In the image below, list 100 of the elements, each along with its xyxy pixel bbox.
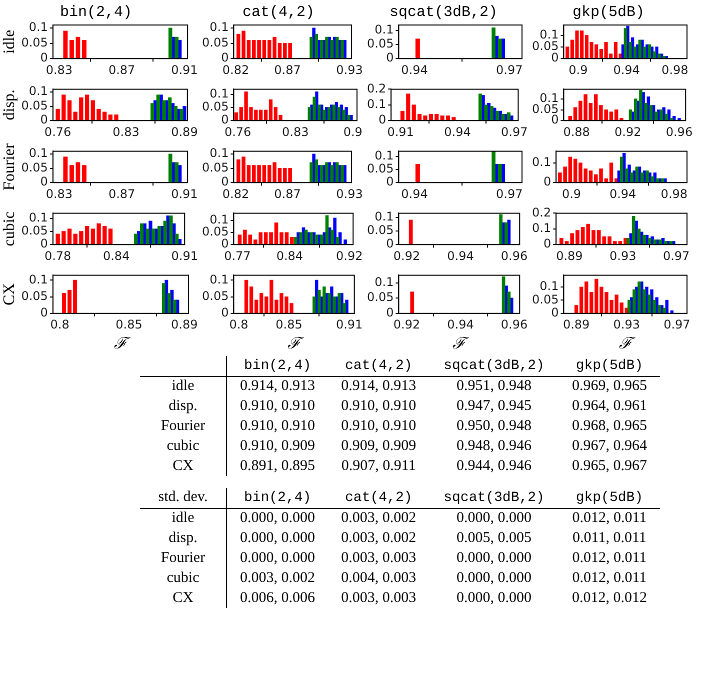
x-axis-title: ℱ xyxy=(452,336,470,353)
x-tick-label: 0.87 xyxy=(274,62,301,77)
y-tick-label: 0.1 xyxy=(210,146,229,160)
category-label: disp. xyxy=(168,530,198,546)
y-tick-label: 0.05 xyxy=(367,290,394,304)
y-tick-label: 0 xyxy=(378,112,386,127)
y-tick-label: 0.1 xyxy=(28,272,48,286)
x-tick-label: 0.82 xyxy=(222,186,250,201)
y-tick-label: 0 xyxy=(551,50,559,65)
text: 0.967, 0.964 xyxy=(572,438,647,454)
text: 0.003, 0.002 xyxy=(240,570,316,586)
text: 0.005, 0.005 xyxy=(456,530,532,546)
x-tick-label: 0.97 xyxy=(664,318,690,332)
text: 0.012, 0.012 xyxy=(572,590,647,606)
text: 0.907, 0.911 xyxy=(341,458,416,474)
x-axis-title: ℱ xyxy=(618,336,636,353)
y-tick-label: 0.05 xyxy=(202,35,229,50)
x-tick-label: 0.89 xyxy=(171,124,198,139)
x-tick-label: 0.87 xyxy=(108,62,136,77)
x-tick-label: 0.98 xyxy=(662,62,688,77)
y-tick-label: 0 xyxy=(221,306,229,320)
y-tick-label: 0 xyxy=(543,236,552,251)
x-tick-label: 0.84 xyxy=(102,248,130,263)
text: 0.969, 0.965 xyxy=(572,378,647,394)
text: 0.003, 0.003 xyxy=(341,590,416,606)
chart-title: cat(4,2) xyxy=(242,4,315,21)
x-tick-label: 0.88 xyxy=(563,124,590,139)
text: 0.910, 0.910 xyxy=(240,418,316,434)
x-tick-label: 0.82 xyxy=(222,62,250,77)
text: 0.003, 0.003 xyxy=(341,550,416,566)
x-tick-label: 0.97 xyxy=(496,186,523,201)
text: 0.012, 0.011 xyxy=(572,550,647,566)
category-label: gkp(5dB) xyxy=(558,488,660,508)
x-tick-label: 0.96 xyxy=(666,124,693,139)
text: 0.891, 0.895 xyxy=(240,458,316,474)
y-tick-label: 0.05 xyxy=(21,98,48,112)
y-tick-label: 0.05 xyxy=(21,224,48,238)
chart-title: sqcat(3dB,2) xyxy=(389,4,498,21)
text: 0.948, 0.946 xyxy=(456,438,532,454)
category-label: gkp(5dB) xyxy=(558,356,660,376)
text: 0.003, 0.002 xyxy=(341,530,416,546)
text: std. dev. xyxy=(140,488,226,508)
text: 0.914, 0.913 xyxy=(341,378,416,394)
x-tick-label: 0.97 xyxy=(496,62,523,77)
x-tick-label: 0.77 xyxy=(224,248,251,263)
category-label: bin(2,4) xyxy=(226,356,328,376)
x-tick-label: 0.98 xyxy=(660,186,688,201)
y-tick-label: 0 xyxy=(221,236,229,251)
y-axis-title: idle xyxy=(0,30,18,54)
y-tick-label: 0.1 xyxy=(210,86,229,101)
text: 0.000, 0.000 xyxy=(240,550,316,566)
y-tick-label: 0.1 xyxy=(540,279,559,294)
category-label: idle xyxy=(172,378,194,394)
category-label: CX xyxy=(172,590,194,606)
y-tick-label: 0.1 xyxy=(374,209,394,224)
y-tick-label: 0.05 xyxy=(202,224,229,239)
y-axis-title: Fourier xyxy=(0,142,18,190)
x-axis-title: ℱ xyxy=(114,336,132,353)
category-label: cubic xyxy=(166,570,200,586)
x-tick-label: 0.97 xyxy=(501,124,528,139)
y-tick-label: 0.2 xyxy=(366,81,386,96)
x-tick-label: 0.93 xyxy=(613,318,640,332)
x-tick-label: 0.85 xyxy=(276,318,302,332)
x-tick-label: 0.92 xyxy=(614,124,642,139)
x-tick-label: 0.94 xyxy=(447,248,474,263)
y-tick-label: 0.05 xyxy=(21,35,48,50)
text: 0.910, 0.910 xyxy=(341,418,416,434)
category-label: Fourier xyxy=(160,418,206,434)
y-tick-label: 0.05 xyxy=(532,39,559,54)
y-tick-label: 0.05 xyxy=(202,160,229,174)
text: 0.000, 0.000 xyxy=(456,550,532,566)
text: 0.000, 0.000 xyxy=(456,590,532,606)
y-tick-label: 0 xyxy=(221,174,229,189)
category-label: bin(2,4) xyxy=(226,488,328,508)
category-label: Fourier xyxy=(160,550,206,566)
text: 0.003, 0.002 xyxy=(341,510,416,526)
y-tick-label: 0.05 xyxy=(367,36,394,51)
x-tick-label: 0.91 xyxy=(171,186,198,201)
text: 0.004, 0.003 xyxy=(341,570,416,586)
x-tick-label: 0.9 xyxy=(568,62,588,77)
y-tick-label: 0.05 xyxy=(367,223,394,238)
text: 0.968, 0.965 xyxy=(572,418,647,434)
x-tick-label: 0.94 xyxy=(401,186,428,201)
x-tick-label: 0.91 xyxy=(171,248,198,263)
x-tick-label: 0.9 xyxy=(343,124,362,139)
x-tick-label: 0.84 xyxy=(276,248,304,263)
x-tick-label: 0.89 xyxy=(556,248,583,263)
text: 0.000, 0.000 xyxy=(240,510,316,526)
text: 0.006, 0.006 xyxy=(240,590,316,606)
x-tick-label: 0.94 xyxy=(447,318,474,332)
text: 0.965, 0.967 xyxy=(572,458,647,474)
y-tick-label: 0 xyxy=(40,50,48,65)
x-tick-label: 0.92 xyxy=(393,318,420,332)
y-tick-label: 0 xyxy=(543,174,552,189)
text: 0.909, 0.909 xyxy=(341,438,416,454)
y-tick-label: 0 xyxy=(386,174,394,189)
x-axis-title: ℱ xyxy=(288,336,305,353)
x-tick-label: 0.83 xyxy=(46,62,73,77)
x-tick-label: 0.89 xyxy=(562,318,590,332)
category-label: cubic xyxy=(166,438,200,454)
